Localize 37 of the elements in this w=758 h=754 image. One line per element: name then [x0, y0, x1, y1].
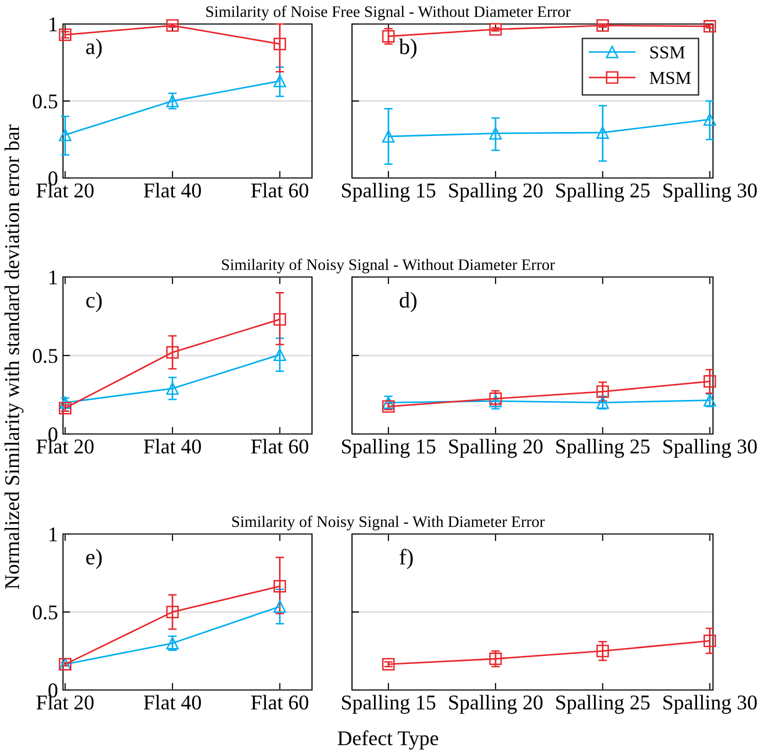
x-tick-label: Flat 60 [251, 438, 308, 454]
x-tick-label: Spalling 30 [663, 438, 757, 458]
text: Similarity of Noise Free Signal - Without Diameter Error [206, 6, 571, 20]
text: Similarity of Noisy Signal - With Diameter Error [232, 516, 545, 530]
y-tick-label: 1 [50, 527, 57, 542]
annotation: a) [86, 38, 102, 59]
y-tick-label: 1 [50, 17, 57, 32]
annotation: b) [398, 38, 416, 59]
x-tick-label: Flat 40 [144, 182, 201, 198]
y-tick-label: 1 [50, 270, 57, 284]
y-tick-label: 0.5 [32, 94, 58, 109]
x-tick-label: Spalling 15 [342, 694, 436, 714]
x-tick-label: Spalling 25 [556, 694, 650, 714]
y-tick-label: 0.5 [32, 605, 58, 620]
annotation: c) [86, 292, 102, 312]
x-tick-label: Flat 40 [144, 694, 201, 710]
x-tick-label: Spalling 15 [342, 438, 436, 458]
x-tick-label: Flat 60 [251, 694, 308, 710]
annotation: d) [400, 292, 416, 312]
x-axis-title: Defect Type [338, 730, 438, 750]
x-tick-label: Spalling 25 [556, 438, 650, 458]
annotation: e) [86, 548, 102, 570]
x-tick-label: Spalling 20 [449, 182, 542, 202]
legend-label: MSM [650, 72, 691, 84]
x-tick-label: Spalling 25 [556, 182, 650, 202]
x-tick-label: Spalling 15 [342, 182, 436, 202]
legend-label: SSM [650, 46, 685, 58]
text: Similarity of Noisy Signal - Without Diameter Error [222, 258, 555, 274]
x-tick-label: Spalling 30 [663, 694, 757, 714]
y-tick-label: 0.5 [32, 348, 58, 364]
x-tick-label: Spalling 30 [663, 182, 757, 202]
x-tick-label: Spalling 20 [449, 438, 542, 458]
x-tick-label: Flat 40 [144, 438, 201, 454]
annotation: f) [400, 548, 413, 570]
x-tick-label: Flat 60 [251, 182, 308, 198]
x-tick-label: Spalling 20 [449, 694, 542, 714]
y-axis-title: Normalized Similarity with standard deviation error bar [4, 124, 24, 589]
